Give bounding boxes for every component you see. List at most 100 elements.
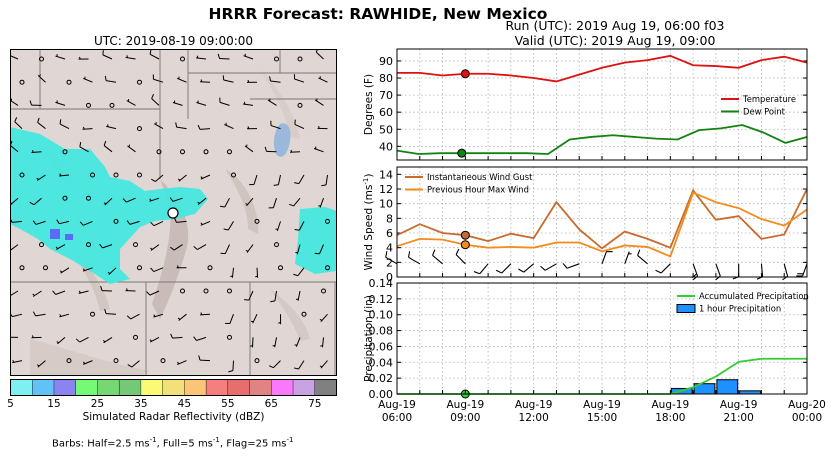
wind-barb [103,140,113,153]
wind-barb [223,221,234,231]
calm-wind-marker [90,172,95,178]
wind-barb [102,336,113,344]
wind-barb [243,101,254,106]
map-title: UTC: 2019-08-19 09:00:00 [93,34,254,48]
calm-wind-marker [19,265,25,271]
wind-barb [177,174,187,182]
colorbar: 5 15 25 35 45 55 65 75 [7,379,337,410]
y-axis-label: Precipitation (in) [363,295,375,382]
radar-core [50,229,60,239]
wind-barb [151,94,160,106]
colorbar-cell [118,379,142,396]
barb-legend-exp1: -1 [149,436,157,444]
wind-barb [200,174,211,180]
wind-barb [193,244,207,250]
colorbar-cell [32,379,55,396]
wind-barb [270,120,281,130]
wind-barb [294,337,301,347]
calm-wind-marker [180,56,185,62]
wind-barb [294,119,305,130]
wind-barb [102,50,113,60]
wind-barb [79,220,93,226]
wind-barb [224,122,234,130]
wind-barb [264,146,277,153]
valid-time-marker [460,69,470,79]
y-tick-label: 0.04 [369,356,394,369]
calm-wind-marker [86,102,91,108]
legend-entry: Instantaneous Wind Gust [405,172,533,182]
wind-barb [295,290,301,301]
x-tick-date: Aug-19 [720,399,758,411]
wind-barb [278,314,282,325]
wind-barb [270,290,277,303]
wind-barb [149,49,160,60]
wind-barb [149,336,160,343]
legend-entry: Temperature [721,94,796,104]
legend-label: Dew Point [743,107,786,117]
y-tick-label: 8 [386,212,393,225]
calm-wind-marker [86,242,91,248]
legend-entry: 1 hour Precipitation [676,304,781,314]
wind-barb [154,122,164,130]
legend-entry: Previous Hour Max Wind [405,185,529,195]
wind-barb [273,174,281,186]
wind-barb [432,249,443,265]
wind-barb [246,126,258,130]
calm-wind-marker [321,288,326,294]
calm-wind-marker [39,56,44,62]
wind-barb [314,244,324,255]
colorbar-cell [205,379,229,396]
barb-legend-mid1: , Full=5 ms [156,438,213,450]
calm-wind-marker [113,218,119,224]
calm-wind-marker [207,265,213,271]
colorbar-cell [271,379,294,396]
wind-barb [37,74,46,83]
x-tick-time: 21:00 [724,412,754,424]
legend-label: Temperature [742,94,796,104]
wind-barb [107,267,117,276]
y-tick-label: 70 [379,89,393,102]
x-tick-date: Aug-19 [652,399,690,411]
barb-legend-exp2: -1 [212,436,220,444]
colorbar-tick-label: 35 [134,398,147,410]
wind-barb [106,124,117,130]
wind-barb [177,313,187,321]
wind-barb [293,360,305,370]
y-tick-label: 12 [379,183,393,196]
wind-barb [407,251,421,265]
legend-label: Previous Hour Max Wind [427,185,529,195]
legend-label: Instantaneous Wind Gust [427,172,533,182]
y-tick-label: 0.06 [369,340,394,353]
wind-barb [320,337,324,348]
run-label: Run (UTC): 2019 Aug 19, 06:00 f03 [505,18,725,33]
barb-legend-exp3: -1 [286,436,294,444]
calm-wind-marker [278,265,283,271]
calm-wind-marker [86,195,91,201]
x-tick-time: 12:00 [519,412,549,424]
wind-barb [243,53,254,60]
wind-barb [125,55,136,60]
wind-barb [82,126,93,130]
calm-wind-marker [19,79,25,85]
legend-entry: Dew Point [721,107,786,117]
calm-wind-marker [137,126,142,132]
wind-barb [228,360,234,373]
wind-barb [601,251,613,264]
calm-wind-marker [43,265,48,271]
wind-barb [149,197,160,202]
colorbar-cell [292,379,316,396]
wind-barb [29,100,42,106]
y-tick-label: 14 [379,168,393,181]
wind-barb [562,263,580,269]
calm-wind-marker [301,311,307,317]
calm-wind-marker [227,334,232,340]
radar-echoes [10,127,337,284]
wind-barb [294,221,305,231]
wind-barb [59,267,70,274]
wind-barb [196,100,207,106]
wind-barb [126,220,140,225]
y-tick-label: 0.14 [369,277,394,290]
wind-barb [455,248,466,265]
wind-barb [104,308,117,315]
